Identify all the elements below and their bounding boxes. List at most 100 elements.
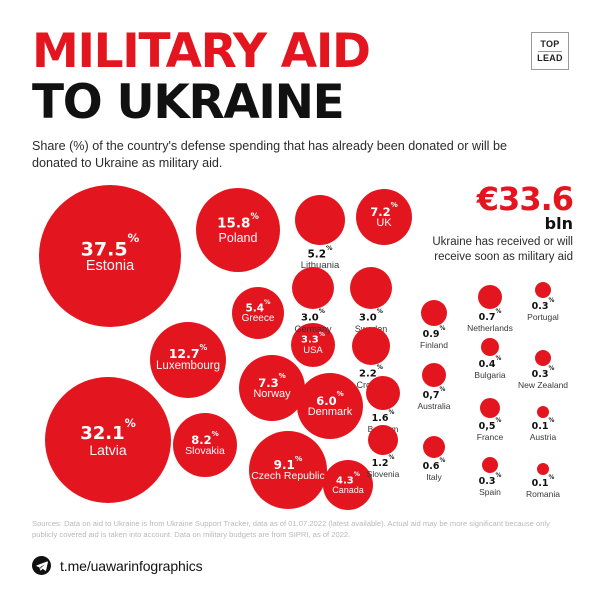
- percent-sign: %: [127, 231, 140, 246]
- bubble-label: Romania: [525, 488, 561, 499]
- bubble-value: 7.3%: [258, 371, 286, 390]
- bubble-label: Slovenia: [366, 468, 400, 479]
- bubble-value: 3.0%: [359, 308, 383, 324]
- percent-sign: %: [439, 458, 446, 465]
- bubble-label: USA: [303, 344, 323, 356]
- bubble-austria: [537, 406, 549, 418]
- bubble-australia: [422, 363, 446, 387]
- percent-sign: %: [199, 342, 208, 352]
- percent-sign: %: [211, 428, 219, 438]
- bubble-value: 4.3%: [336, 470, 360, 486]
- bubble-external-label: 0.1% Romania: [483, 475, 600, 499]
- bubble-label: Finland: [420, 339, 448, 350]
- bubble-label: Germany: [294, 323, 332, 334]
- bubble-content: 5.4% Greece: [232, 287, 284, 339]
- bubble-value: 3.0%: [301, 308, 325, 324]
- bubble-value: 0.3%: [531, 298, 555, 313]
- bubble-value: 7.2%: [370, 200, 398, 219]
- bubble-label: Latvia: [89, 442, 127, 459]
- bubble-value: 0.4%: [478, 356, 502, 371]
- bubble-label: Canada: [332, 485, 364, 496]
- bubble-value: 0.6%: [422, 458, 446, 473]
- bubble-external-label: 3.0% Germany: [253, 308, 373, 334]
- bubble-external-label: 0.3% New Zealand: [483, 366, 600, 390]
- bubble-value: 1.6%: [371, 410, 395, 425]
- bubble-greece: 5.4% Greece: [232, 287, 284, 339]
- bubble-label: Italy: [426, 471, 442, 482]
- telegram-credit[interactable]: t.me/uawarinfographics: [32, 556, 203, 575]
- bubble-finland: [421, 300, 447, 326]
- bubble-value: 5.2%: [307, 244, 333, 261]
- bubble-external-label: 5.2% Lithuania: [260, 244, 380, 272]
- percent-sign: %: [278, 371, 286, 381]
- bubble-germany: [292, 267, 334, 309]
- bubble-value: 0.1%: [531, 475, 555, 490]
- bubble-content: 4.3% Canada: [323, 460, 373, 510]
- bubble-denmark: 6.0% Denmark: [297, 373, 363, 439]
- bubble-label: Denmark: [307, 406, 353, 419]
- page-title-line-1: MILITARY AID: [32, 24, 371, 79]
- percent-sign: %: [353, 470, 360, 478]
- bubble-content: 3.3% USA: [291, 323, 335, 367]
- bubble-label: Netherlands: [467, 322, 513, 333]
- bubble-label: Bulgaria: [474, 369, 506, 380]
- bubble-label: Spain: [479, 486, 501, 497]
- bubble-poland: 15.8% Poland: [196, 188, 280, 272]
- bubble-label: Lithuania: [300, 260, 340, 272]
- bubble-value: 6.0%: [316, 389, 344, 408]
- percent-sign: %: [376, 308, 383, 316]
- bubble-external-label: 0.1% Austria: [483, 418, 600, 442]
- percent-sign: %: [376, 364, 383, 372]
- bubble-external-label: 0,5% France: [430, 418, 550, 442]
- bubble-external-label: 0.6% Italy: [374, 458, 494, 482]
- bubble-external-label: 0.3% Spain: [430, 473, 550, 497]
- bubble-czech-republic: 9.1% Czech Republic: [249, 431, 327, 509]
- percent-sign: %: [336, 389, 344, 399]
- bubble-norway: 7.3% Norway: [239, 355, 305, 421]
- bubble-content: 7.2% UK: [356, 189, 412, 245]
- bubble-external-label: 0.4% Bulgaria: [430, 356, 550, 380]
- bubble-value: 32.1%: [80, 416, 136, 444]
- total-aid-summary: €33.6 bln Ukraine has received or will r…: [403, 180, 574, 264]
- bubble-estonia: 37.5% Estonia: [39, 185, 181, 327]
- percent-sign: %: [548, 475, 555, 482]
- bubble-label: Estonia: [85, 258, 135, 275]
- bubble-content: 7.3% Norway: [239, 355, 305, 421]
- bubble-croatia: [352, 327, 390, 365]
- telegram-handle: t.me/uawarinfographics: [60, 557, 203, 574]
- percent-sign: %: [388, 455, 395, 462]
- bubble-value: 37.5%: [80, 231, 140, 260]
- total-aid-unit: bln: [544, 214, 573, 233]
- bubble-label: Portugal: [527, 311, 559, 322]
- bubble-label: Czech Republic: [251, 470, 325, 483]
- telegram-icon: [32, 556, 51, 575]
- logo-divider: [538, 50, 562, 52]
- bubble-usa: 3.3% USA: [291, 323, 335, 367]
- bubble-label: New Zealand: [517, 379, 569, 390]
- bubble-external-label: 1.2% Slovenia: [323, 455, 443, 479]
- bubble-sweden: [350, 267, 392, 309]
- bubble-label: Norway: [253, 388, 291, 401]
- logo-bottom-text: LEAD: [537, 52, 563, 63]
- bubble-label: Luxembourg: [156, 360, 220, 373]
- page-title-line-2: TO UKRAINE: [32, 74, 345, 130]
- bubble-content: 9.1% Czech Republic: [249, 431, 327, 509]
- percent-sign: %: [548, 366, 555, 373]
- bubble-netherlands: [478, 285, 502, 309]
- bubble-content: 8.2% Slovakia: [173, 413, 237, 477]
- bubble-latvia: 32.1% Latvia: [45, 377, 171, 503]
- bubble-label: France: [476, 431, 504, 442]
- bubble-new-zealand: [535, 350, 551, 366]
- bubble-external-label: 0,7% Australia: [374, 387, 494, 411]
- percent-sign: %: [439, 387, 446, 394]
- percent-sign: %: [388, 410, 395, 417]
- bubble-value: 5.4%: [245, 297, 271, 315]
- bubble-value: 0,7%: [422, 387, 446, 402]
- percent-sign: %: [124, 416, 136, 430]
- total-aid-amount: €33.6: [476, 180, 574, 218]
- bubble-value: 0,5%: [478, 418, 502, 433]
- toplead-logo: TOP LEAD: [531, 32, 569, 70]
- bubble-romania: [537, 463, 549, 475]
- bubble-content: 32.1% Latvia: [45, 377, 171, 503]
- bubble-lithuania: [295, 195, 345, 245]
